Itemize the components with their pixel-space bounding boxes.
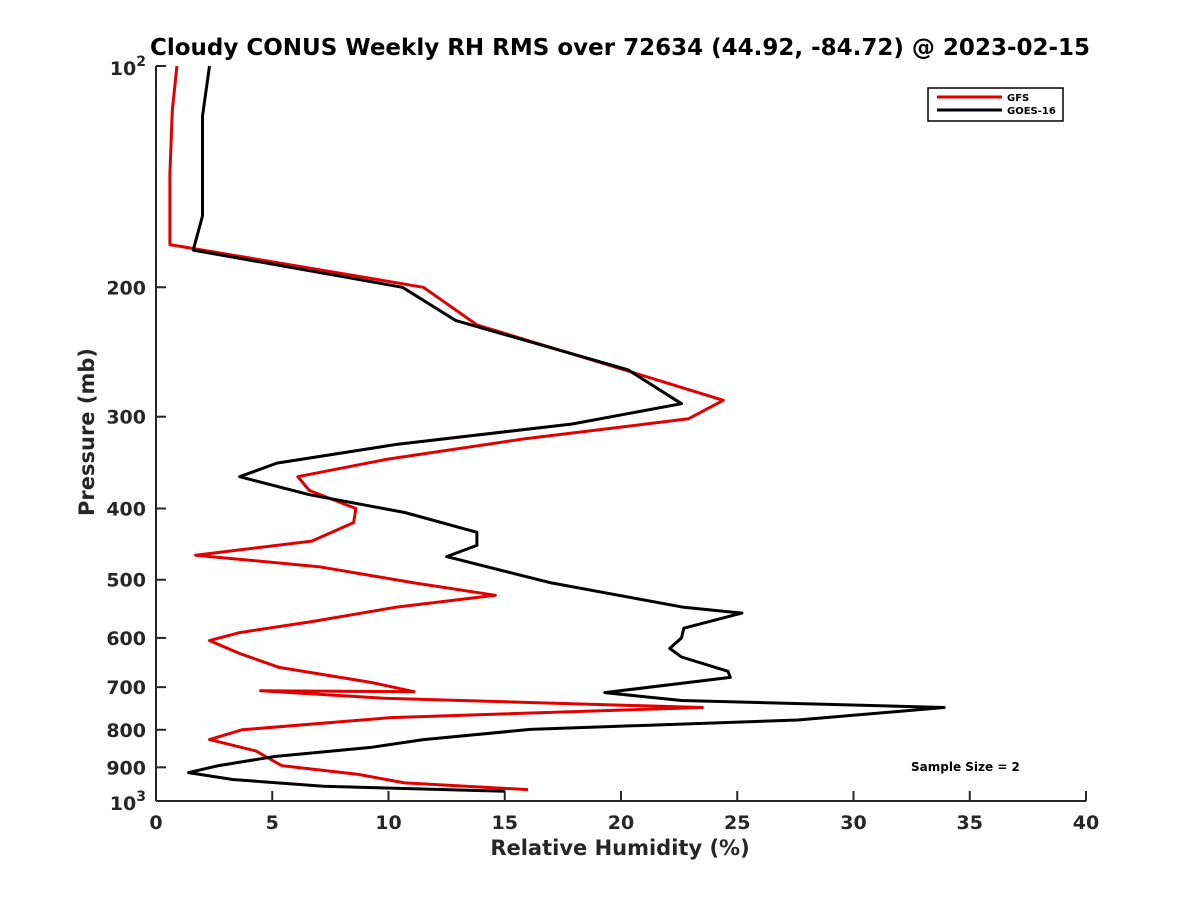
- y-tick-label: 500: [106, 570, 146, 592]
- y-tick-label: 400: [106, 499, 146, 521]
- chart-title: Cloudy CONUS Weekly RH RMS over 72634 (4…: [150, 35, 1090, 61]
- sample-size-note: Sample Size = 2: [911, 760, 1020, 774]
- x-tick-label: 20: [608, 812, 634, 834]
- x-tick-label: 10: [375, 812, 401, 834]
- y-axis-ticks: 102 200 300 400 500 600 700 800 900 103: [106, 54, 166, 815]
- x-tick-label: 25: [724, 812, 750, 834]
- legend-box: [927, 87, 1064, 122]
- plot-lines: [168, 65, 946, 793]
- y-tick-label: 300: [106, 407, 146, 429]
- y-tick-label-power: 103: [110, 789, 146, 815]
- x-axis-ticks: 0 5 10 15 20 25 30 35 40: [149, 791, 1099, 834]
- x-tick-label: 35: [957, 812, 983, 834]
- x-tick-label: 5: [266, 812, 279, 834]
- series-line-gfs: [168, 65, 725, 792]
- y-axis-label: Pressure (mb): [75, 348, 99, 516]
- x-tick-label: 0: [149, 812, 162, 834]
- y-tick-label: 700: [106, 677, 146, 699]
- legend-label: GOES-16: [1007, 106, 1056, 117]
- y-tick-label: 600: [106, 628, 146, 650]
- series-line-goes-16: [187, 65, 946, 793]
- x-tick-label: 40: [1073, 812, 1099, 834]
- y-tick-label-power: 102: [110, 54, 146, 80]
- y-tick-label: 800: [106, 720, 146, 742]
- x-tick-label: 15: [492, 812, 518, 834]
- legend: GFS GOES-16: [927, 87, 1064, 122]
- x-tick-label: 30: [840, 812, 866, 834]
- legend-label: GFS: [1007, 93, 1029, 104]
- y-tick-label: 200: [106, 277, 146, 299]
- y-tick-label: 900: [106, 757, 146, 779]
- x-axis-label: Relative Humidity (%): [490, 836, 749, 860]
